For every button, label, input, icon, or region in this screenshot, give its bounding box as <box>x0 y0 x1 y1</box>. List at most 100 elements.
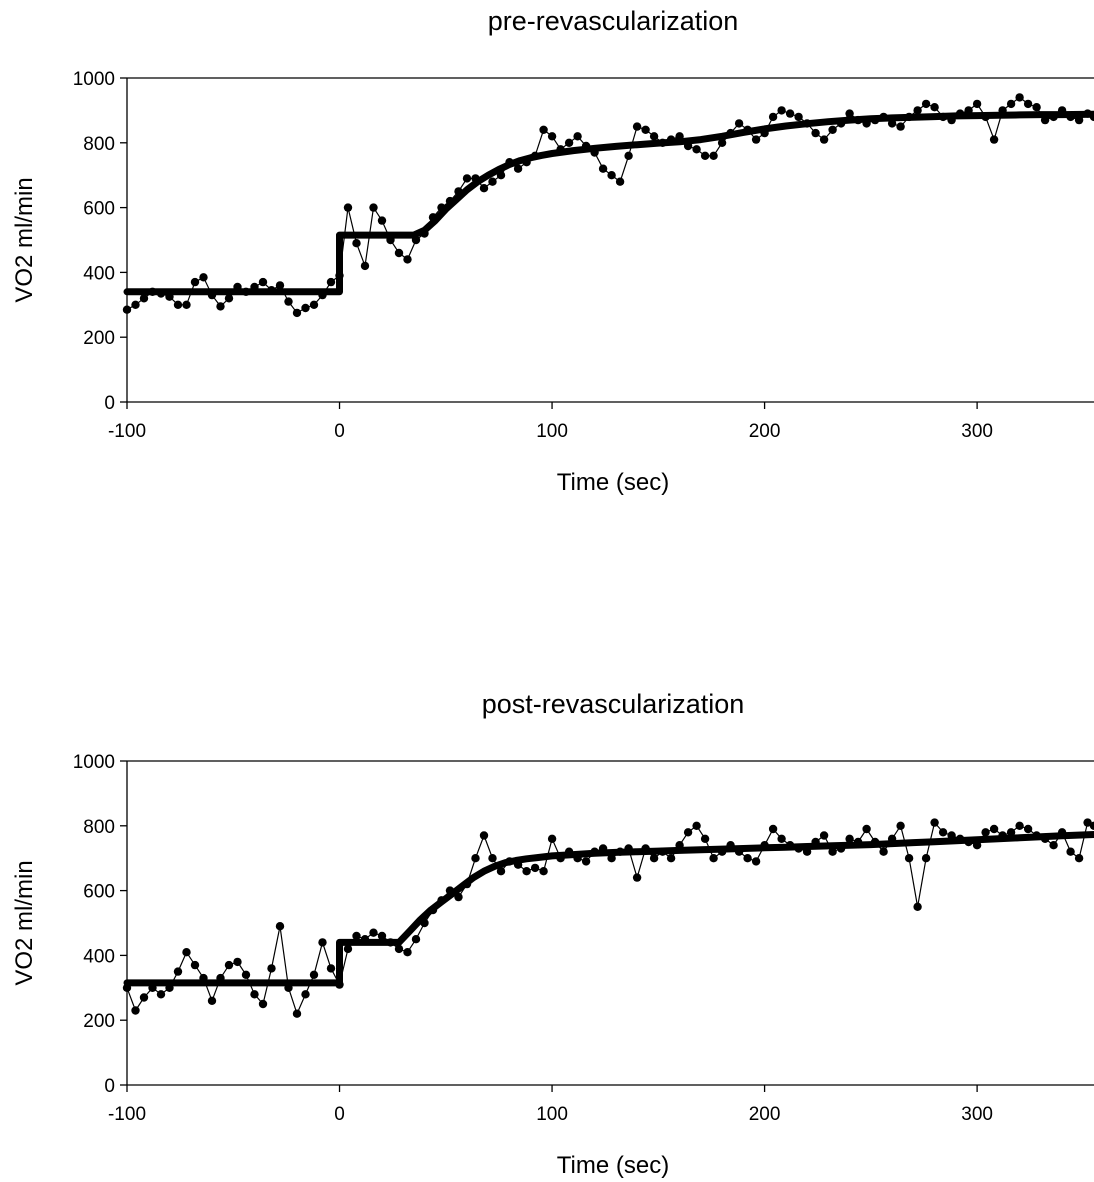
data-point <box>386 235 395 245</box>
data-point <box>811 837 820 847</box>
fit-curve <box>123 110 1094 296</box>
data-point <box>1083 818 1092 827</box>
data-point <box>760 841 769 850</box>
data-point <box>539 125 548 134</box>
data-point <box>649 854 659 863</box>
data-point <box>454 187 463 196</box>
data-point <box>573 132 582 141</box>
data-point <box>989 824 999 834</box>
data-point <box>547 834 557 843</box>
data-point <box>1057 106 1067 115</box>
data-point <box>904 112 914 122</box>
data-point <box>879 847 888 856</box>
data-point <box>947 115 956 125</box>
data-point <box>1040 115 1050 125</box>
data-point <box>938 112 948 122</box>
data-point <box>377 216 387 225</box>
data-point <box>989 135 999 144</box>
data-point <box>709 854 718 863</box>
data-point <box>998 831 1007 840</box>
data-point <box>343 203 353 212</box>
x-tick-label: 100 <box>536 421 568 442</box>
data-point <box>760 128 769 138</box>
data-point <box>352 239 361 248</box>
data-point <box>1066 112 1075 122</box>
data-point <box>1006 99 1016 109</box>
data-point <box>590 148 599 157</box>
data-point <box>1032 103 1041 112</box>
data-point <box>913 106 922 115</box>
data-point <box>318 938 327 947</box>
data-point <box>403 948 412 957</box>
data-point <box>615 177 625 186</box>
data-point <box>921 854 931 863</box>
data-point <box>122 983 132 992</box>
data-point <box>598 844 608 853</box>
data-point <box>564 138 574 147</box>
data-point <box>573 854 582 863</box>
data-point <box>1074 115 1084 125</box>
data-point <box>131 1006 140 1015</box>
data-point <box>267 286 276 295</box>
data-point <box>1023 99 1033 109</box>
data-point <box>241 970 251 979</box>
data-point <box>683 141 693 151</box>
data-point <box>649 132 659 141</box>
data-point <box>870 837 880 847</box>
data-point <box>607 854 616 863</box>
data-point <box>734 847 744 856</box>
data-point <box>420 918 429 928</box>
data-point <box>513 860 523 869</box>
data-point <box>590 847 599 856</box>
data-point <box>921 99 931 109</box>
data-point <box>250 990 259 999</box>
data-point <box>454 892 463 902</box>
data-point <box>811 128 820 138</box>
y-tick-label: 800 <box>83 817 115 838</box>
data-point <box>275 281 285 290</box>
data-point <box>156 990 166 999</box>
x-axis-label: Time (sec) <box>557 1152 669 1179</box>
x-tick-label: 0 <box>334 421 345 442</box>
data-point <box>938 828 948 837</box>
data-point <box>207 996 217 1005</box>
x-tick-label: -100 <box>108 421 146 442</box>
data-point <box>360 261 370 271</box>
data-point <box>955 109 965 118</box>
data-point <box>896 122 905 131</box>
x-tick-label: 300 <box>961 421 993 442</box>
data-point <box>522 158 531 167</box>
y-tick-label: 0 <box>104 393 115 414</box>
data-point <box>301 990 310 999</box>
data-point <box>785 841 795 850</box>
data-point <box>343 944 353 954</box>
data-point <box>751 857 761 866</box>
data-point <box>1040 834 1050 843</box>
data-point <box>683 828 693 837</box>
data-point <box>887 834 897 843</box>
data-point <box>700 834 710 843</box>
data-point <box>819 831 829 840</box>
data-point <box>471 174 480 183</box>
data-point <box>292 308 302 318</box>
data-point <box>156 289 166 298</box>
data-point <box>513 164 523 173</box>
data-point <box>743 854 752 863</box>
data-point <box>445 196 455 206</box>
data-point <box>794 112 803 122</box>
data-point <box>768 824 778 834</box>
data-point <box>224 294 234 303</box>
data-point <box>675 132 684 141</box>
data-point <box>666 854 676 863</box>
data-point <box>1074 854 1084 863</box>
data-point <box>709 151 718 160</box>
data-point <box>267 964 276 973</box>
y-tick-label: 1000 <box>73 69 115 90</box>
data-point <box>411 935 421 944</box>
data-point <box>666 135 676 144</box>
data-point <box>241 287 251 296</box>
data-point <box>479 184 489 193</box>
data-point <box>139 993 149 1002</box>
data-point <box>216 302 225 311</box>
y-tick-label: 600 <box>83 882 115 903</box>
